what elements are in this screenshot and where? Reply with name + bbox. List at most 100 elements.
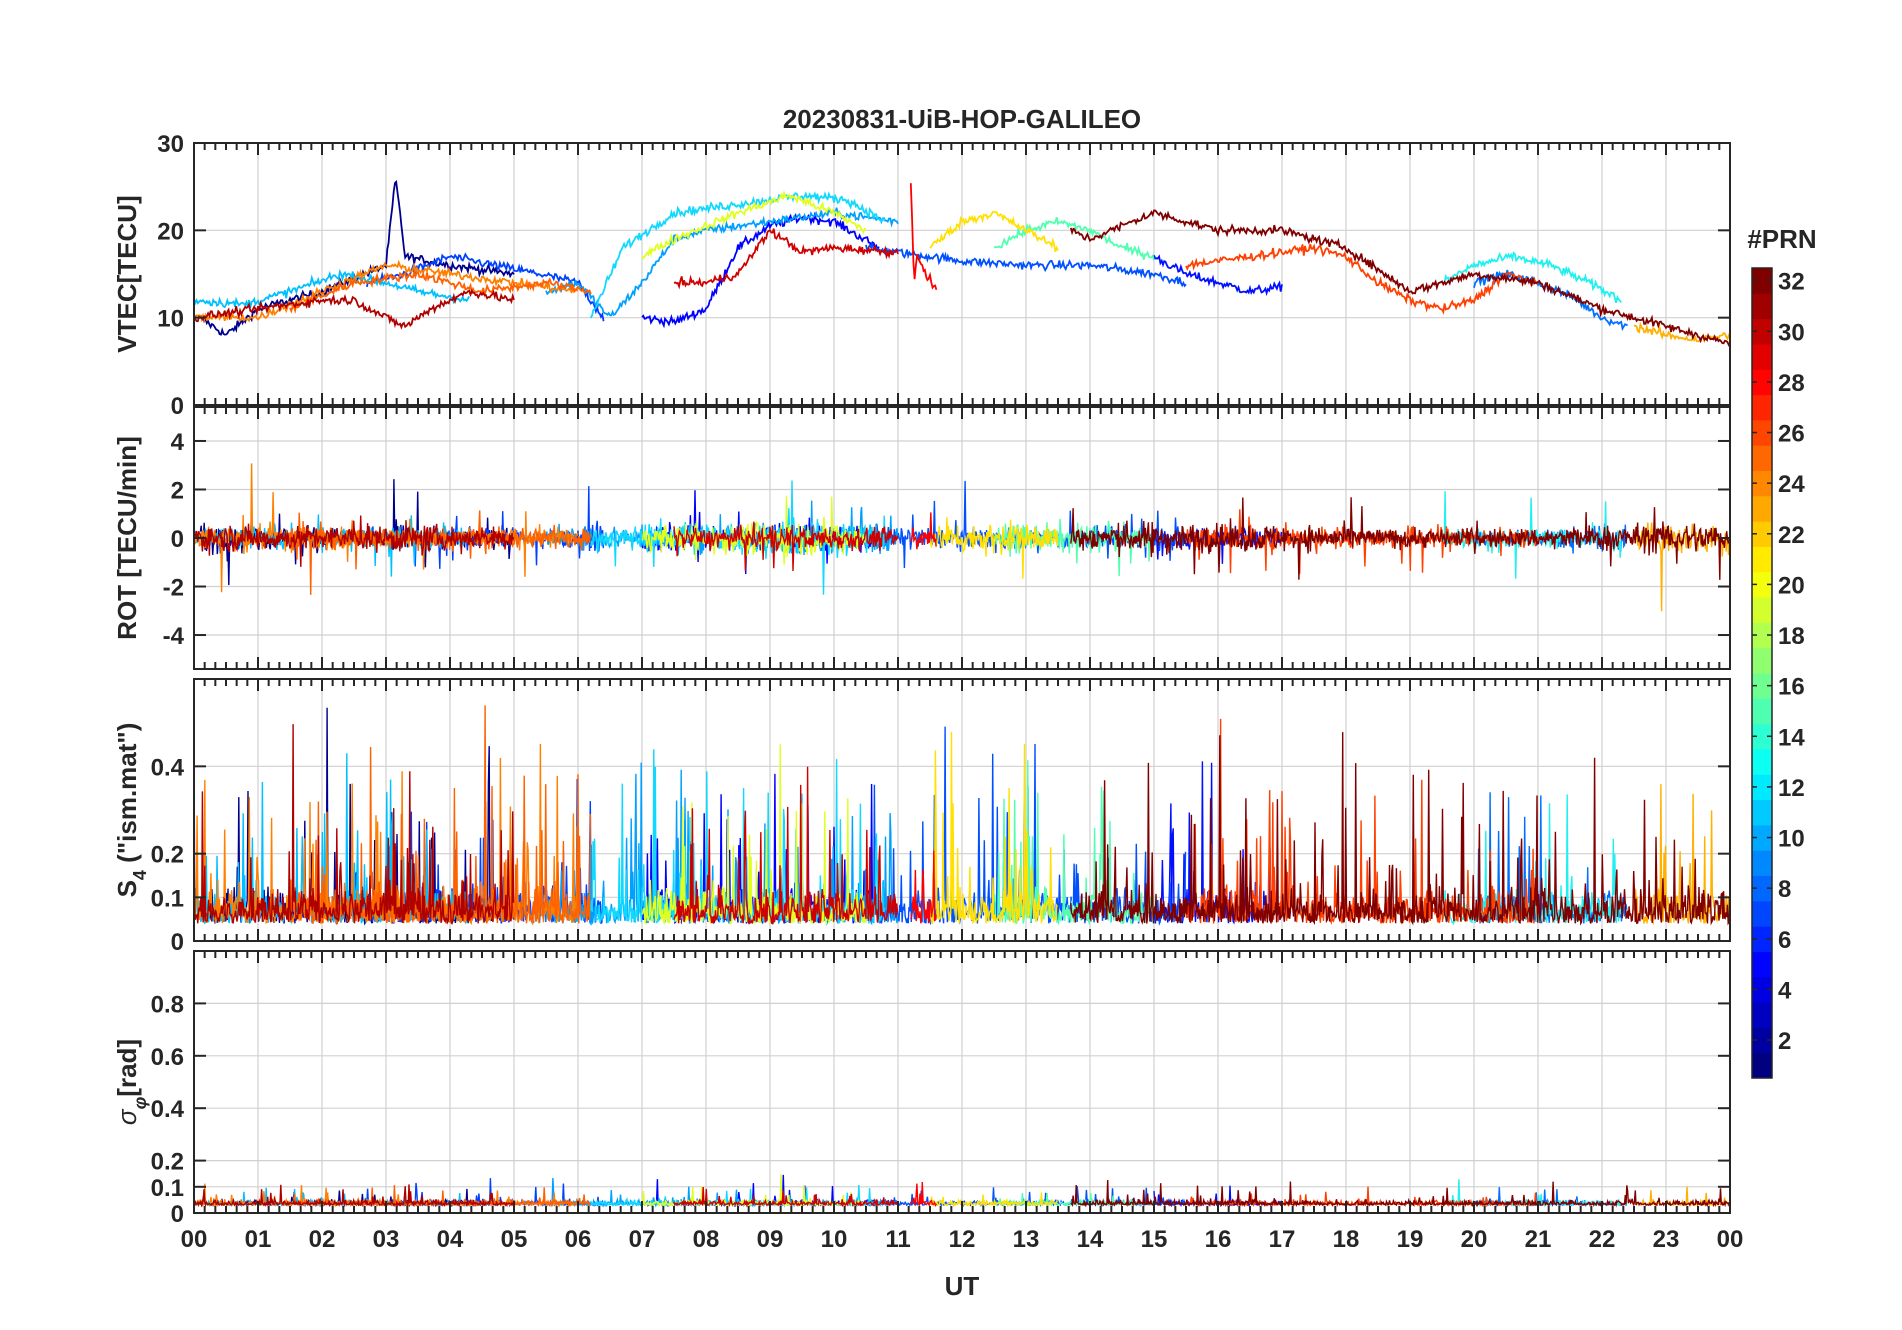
- y-tick-label: -2: [163, 575, 184, 602]
- series-prn-25: [289, 269, 592, 314]
- colorbar-tick-label: 18: [1778, 623, 1805, 650]
- series-prn-28: [909, 183, 938, 291]
- y-tick-label: 30: [157, 131, 184, 158]
- colorbar-tick-label: 24: [1778, 471, 1805, 498]
- x-tick-label: 00: [181, 1226, 208, 1253]
- series-prn-8: [1473, 269, 1628, 332]
- colorbar-band: [1752, 926, 1772, 952]
- series-prn-28: [910, 512, 937, 550]
- colorbar-band: [1752, 445, 1772, 471]
- y-tick-label: -4: [163, 623, 185, 650]
- tick-marks: [193, 407, 1731, 669]
- series-prn-32: [1070, 497, 1730, 580]
- colorbar-tick-label: 26: [1778, 421, 1805, 448]
- colorbar-band: [1752, 293, 1772, 320]
- series-prn-5: [1153, 254, 1283, 297]
- series-prn-6: [366, 486, 604, 569]
- colorbar-band: [1752, 647, 1772, 674]
- x-tick-label: 02: [309, 1226, 336, 1253]
- y-label-main: σ: [112, 1108, 142, 1125]
- y-label-sub: 4: [130, 870, 150, 880]
- y-tick-label: 0: [171, 1201, 184, 1228]
- series-prn-32: [1070, 1179, 1730, 1208]
- colorbar-band: [1752, 673, 1772, 699]
- x-tick-label: 11: [885, 1226, 910, 1253]
- series-prn-31: [194, 724, 515, 926]
- colorbar-band: [1752, 1052, 1772, 1079]
- colorbar-tick-label: 20: [1778, 572, 1805, 599]
- series-prn-19: [641, 189, 867, 260]
- y-axis-label: σφ[rad]: [112, 1039, 150, 1125]
- series-prn-31: [194, 515, 515, 567]
- colorbar-band: [1752, 597, 1772, 623]
- y-axis-label: S4 ("ism.mat"): [112, 723, 150, 898]
- x-tick-label: 22: [1589, 1226, 1616, 1253]
- tick-marks: [193, 142, 1731, 406]
- colorbar-band: [1752, 1002, 1772, 1028]
- series-prn-25: [289, 510, 591, 595]
- y-tick-label: 0: [171, 526, 184, 553]
- chart-title: 20230831-UiB-HOP-GALILEO: [783, 104, 1141, 134]
- colorbar-tick-label: 30: [1778, 319, 1805, 346]
- series-prn-6: [365, 252, 605, 322]
- series-prn-26: [1185, 243, 1539, 315]
- y-label-sub: φ: [130, 1096, 150, 1109]
- colorbar-band: [1752, 875, 1772, 902]
- data-lines: [194, 180, 1730, 348]
- y-tick-label: 0.2: [151, 842, 184, 869]
- y-label-main: S: [112, 880, 142, 897]
- x-tick-label: 10: [821, 1226, 848, 1253]
- y-tick-label: 0.1: [151, 1175, 184, 1202]
- x-axis-label: UT: [945, 1271, 980, 1301]
- y-tick-label: 0.8: [151, 991, 184, 1018]
- colorbar-band: [1752, 951, 1772, 978]
- x-tick-label: 13: [1013, 1226, 1040, 1253]
- colorbar-band: [1752, 318, 1772, 345]
- series-prn-15: [993, 216, 1155, 261]
- y-label-rest: [rad]: [112, 1039, 142, 1097]
- series-prn-32: [1069, 209, 1730, 348]
- x-tick-label: 20: [1461, 1226, 1488, 1253]
- series-prn-31: [194, 288, 515, 330]
- x-tick-label: 21: [1525, 1226, 1552, 1253]
- colorbar-band: [1752, 343, 1772, 370]
- y-tick-label: 0.4: [151, 754, 185, 781]
- series-prn-31: [194, 1184, 515, 1208]
- x-tick-label: 23: [1653, 1226, 1680, 1253]
- series-prn-30: [673, 521, 899, 572]
- colorbar-tick-label: 4: [1778, 977, 1792, 1004]
- y-axis-label: ROT [TECU/min]: [112, 436, 142, 640]
- series-prn-20: [929, 210, 1059, 252]
- y-tick-label: 0.1: [151, 885, 184, 912]
- x-tick-labels: 00 01 02 03 04 05 06 07 08 09 10 11 12 13 14 15 16 17 18 19…: [181, 1226, 1744, 1253]
- x-tick-label: 01: [245, 1226, 272, 1253]
- colorbar-band: [1752, 622, 1772, 649]
- x-tick-label: 06: [565, 1226, 592, 1253]
- x-tick-label: 08: [693, 1226, 720, 1253]
- colorbar-band: [1752, 419, 1772, 446]
- colorbar-band: [1752, 394, 1772, 421]
- colorbar-band: [1752, 748, 1772, 775]
- tick-marks: [193, 679, 1731, 942]
- tick-marks: [193, 951, 1731, 1214]
- colorbar-tick-label: 16: [1778, 674, 1805, 701]
- colorbar-band: [1752, 571, 1772, 598]
- colorbar-tick-label: 32: [1778, 269, 1805, 296]
- colorbar-band: [1752, 698, 1772, 725]
- series-prn-25: [289, 705, 591, 926]
- x-tick-label: 09: [757, 1226, 784, 1253]
- series-prn-7: [865, 243, 1187, 288]
- colorbar-title: #PRN: [1747, 224, 1816, 254]
- series-prn-32: [1070, 732, 1730, 926]
- sigma-panel: 00.10.20.40.60.8σφ[rad]: [112, 950, 1731, 1228]
- series-prn-20: [929, 1192, 1058, 1208]
- series-prn-7: [865, 480, 1187, 569]
- y-axis-label: VTEC[TECU]: [112, 195, 142, 352]
- data-lines: [194, 463, 1730, 612]
- colorbar-band: [1752, 268, 1772, 294]
- colorbar-band: [1752, 1027, 1772, 1054]
- x-tick-label: 19: [1397, 1226, 1424, 1253]
- y-tick-label: 0.6: [151, 1044, 184, 1071]
- series-prn-11: [194, 268, 470, 309]
- colorbar-band: [1752, 850, 1772, 876]
